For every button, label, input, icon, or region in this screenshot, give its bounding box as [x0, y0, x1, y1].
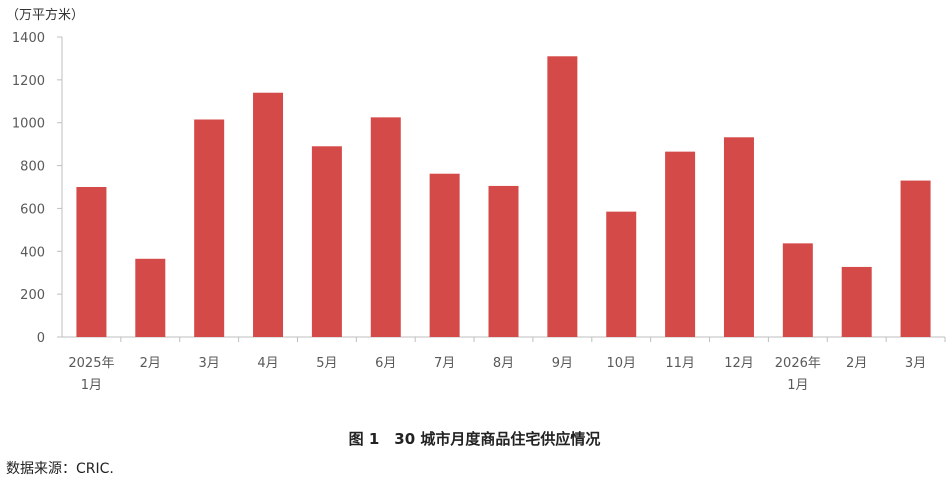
bar: [194, 119, 225, 337]
x-tick-label: 1月: [787, 378, 808, 393]
bar: [135, 258, 166, 337]
x-tick-label: 5月: [316, 356, 337, 371]
bar-chart: 0 200 400 600 800 1000 1200 1400 2025年 1月 2月 3月 4月 5月…: [12, 31, 946, 393]
figure-caption: 图 1 30 城市月度商品住宅供应情况: [348, 430, 601, 448]
x-tick-label: 9月: [552, 356, 573, 371]
bar: [841, 266, 872, 337]
x-tick-label: 4月: [257, 356, 278, 371]
y-tick-label: 200: [20, 288, 45, 303]
bar: [782, 243, 813, 337]
bar: [665, 151, 696, 337]
x-tick-label: 6月: [375, 356, 396, 371]
bar: [547, 56, 578, 338]
x-tick-label: 3月: [905, 356, 926, 371]
bar: [723, 137, 754, 337]
bar: [370, 117, 401, 337]
bar: [606, 211, 637, 337]
bar: [253, 92, 284, 337]
y-tick-label: 600: [20, 202, 45, 217]
x-tick-label: 2026年: [775, 356, 821, 371]
y-tick-label: 800: [20, 160, 45, 175]
y-tick-label: 1400: [12, 31, 45, 46]
y-tick-label: 1000: [12, 117, 45, 132]
y-axis-unit-label: （万平方米）: [6, 8, 85, 23]
bar: [76, 187, 107, 337]
x-tick-label: 2025年: [68, 356, 114, 371]
x-tick-label: 12月: [724, 356, 754, 371]
x-tick-label: 11月: [665, 356, 695, 371]
x-tick-label: 2月: [846, 356, 867, 371]
bar: [488, 185, 519, 337]
y-tick-label: 400: [20, 245, 45, 260]
x-tick-label: 1月: [81, 378, 102, 393]
bar: [429, 173, 460, 337]
x-tick-label: 8月: [493, 356, 514, 371]
bar: [900, 180, 931, 337]
x-tick-label: 10月: [606, 356, 636, 371]
x-tick-label: 2月: [140, 356, 161, 371]
x-tick-label: 7月: [434, 356, 455, 371]
data-source: 数据来源：CRIC.: [6, 461, 114, 477]
bar: [311, 146, 342, 337]
y-tick-label: 0: [37, 331, 45, 346]
y-tick-label: 1200: [12, 74, 45, 89]
x-tick-label: 3月: [199, 356, 220, 371]
